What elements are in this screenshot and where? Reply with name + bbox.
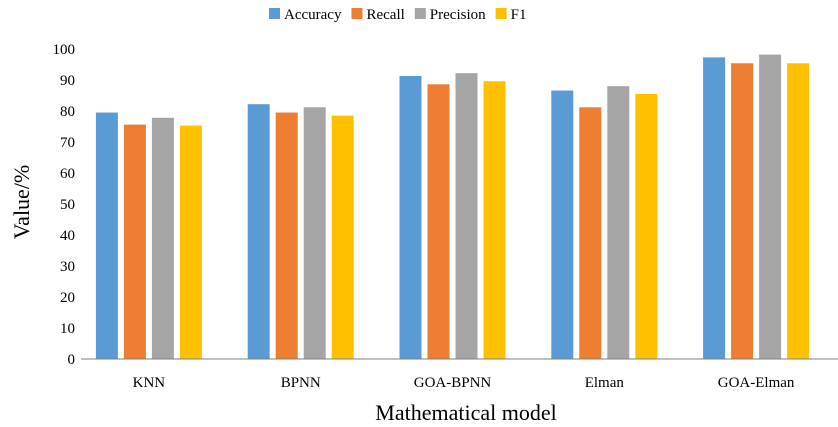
plot-area [95,54,810,360]
bar-accuracy-knn [95,112,118,359]
legend-label: F1 [511,7,527,23]
legend-swatch [414,8,426,19]
bar-precision-goa-elman [759,54,782,360]
y-tick-label: 20 [60,290,75,306]
legend-swatch [495,8,507,19]
y-tick-label: 100 [53,42,76,58]
bar-f1-knn [179,125,202,359]
bar-precision-bpnn [303,107,326,359]
y-tick-label: 70 [60,135,75,151]
y-tick-label: 10 [60,321,75,337]
legend: Accuracy Recall Precision F1 [269,7,526,23]
bar-precision-goa-bpnn [455,73,478,360]
legend-item-precision: Precision [414,7,486,23]
x-tick-label: BPNN [281,375,321,391]
bar-recall-goa-elman [731,63,754,359]
bar-f1-goa-elman [787,63,810,359]
x-axis-title: Mathematical model [375,400,556,425]
y-axis-title: Value/% [9,165,34,240]
bar-precision-knn [151,117,174,359]
y-tick-label: 90 [60,73,75,89]
y-tick-label: 50 [60,197,75,213]
x-tick-label: GOA-Elman [718,375,795,391]
legend-item-accuracy: Accuracy [269,7,342,23]
bar-f1-elman [635,93,658,359]
legend-label: Precision [430,7,486,23]
bar-accuracy-goa-bpnn [399,75,422,359]
y-tick-label: 40 [60,228,75,244]
bar-precision-elman [607,86,630,359]
legend-label: Recall [366,7,404,23]
bar-recall-goa-bpnn [427,84,450,359]
legend-swatch [351,8,363,19]
x-tick-label: KNN [133,375,166,391]
bar-f1-bpnn [331,115,354,360]
bar-accuracy-elman [551,90,574,359]
bar-f1-goa-bpnn [483,81,506,360]
y-tick-label: 60 [60,166,75,182]
bar-recall-bpnn [275,112,298,359]
bar-recall-knn [123,124,146,359]
bar-accuracy-goa-elman [703,57,726,360]
y-tick-label: 30 [60,259,75,275]
legend-item-recall: Recall [351,7,405,23]
y-axis: 0 10 20 30 40 50 60 70 80 90 100 [53,42,76,368]
legend-swatch [269,8,280,19]
x-tick-label: GOA-BPNN [414,375,492,391]
bar-recall-elman [579,107,602,359]
x-tick-label: Elman [585,375,625,391]
legend-item-f1: F1 [495,7,527,23]
bar-accuracy-bpnn [247,104,270,360]
x-axis: KNN BPNN GOA-BPNN Elman GOA-Elman [133,375,795,391]
legend-label: Accuracy [284,7,342,23]
y-tick-label: 80 [60,104,75,120]
y-tick-label: 0 [68,352,76,368]
